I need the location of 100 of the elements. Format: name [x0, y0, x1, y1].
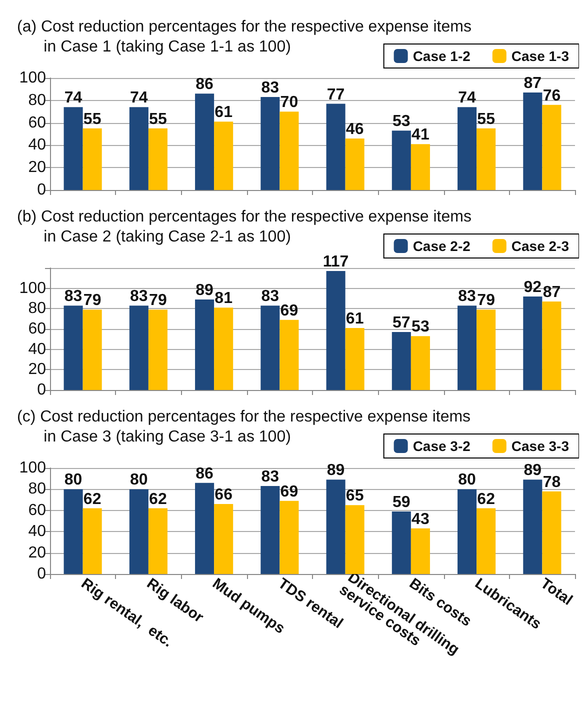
- bar: [542, 104, 562, 190]
- bar: [345, 328, 364, 390]
- bar: [392, 332, 411, 390]
- bar: [64, 306, 83, 390]
- bar: [326, 271, 346, 390]
- data-label: 66: [214, 486, 233, 504]
- bar: [523, 92, 542, 190]
- legend-label: Case 1-3: [511, 48, 570, 64]
- bar: [64, 107, 83, 190]
- data-label: 83: [130, 288, 148, 306]
- data-label: 55: [477, 110, 496, 128]
- y-tick-label: 20: [28, 544, 46, 562]
- bar: [345, 138, 364, 190]
- data-label: 70: [280, 94, 298, 112]
- data-label: 55: [83, 110, 102, 128]
- bar: [129, 306, 148, 390]
- data-label: 62: [83, 490, 102, 508]
- data-label: 83: [261, 288, 280, 306]
- data-label: 81: [214, 290, 233, 308]
- data-label: 62: [149, 490, 167, 508]
- bar: [280, 500, 299, 574]
- data-label: 61: [214, 104, 233, 122]
- bar: [476, 508, 496, 574]
- y-tick-label: 100: [19, 70, 46, 86]
- data-label: 86: [196, 465, 214, 482]
- y-tick-label: 40: [28, 136, 46, 154]
- data-label: 83: [64, 288, 82, 306]
- data-label: 92: [524, 278, 542, 296]
- data-label: 74: [130, 90, 148, 107]
- data-label: 53: [392, 113, 410, 130]
- bar: [458, 489, 477, 574]
- y-tick-label: 40: [28, 523, 46, 540]
- data-label: 43: [412, 510, 430, 528]
- data-label: 41: [412, 126, 430, 144]
- bar: [82, 128, 102, 190]
- data-label: 89: [524, 462, 542, 480]
- bar: [476, 128, 496, 190]
- bar: [260, 486, 280, 574]
- data-label: 117: [322, 254, 349, 271]
- data-label: 74: [64, 90, 82, 107]
- data-label: 87: [524, 75, 542, 92]
- data-label: 76: [542, 87, 561, 104]
- y-tick-label: 60: [28, 502, 46, 519]
- y-tick-label: 100: [19, 280, 46, 297]
- legend-label: Case 2-3: [511, 238, 570, 254]
- data-label: 80: [130, 472, 148, 489]
- data-label: 79: [149, 292, 167, 310]
- bar: [82, 310, 102, 390]
- data-label: 74: [458, 90, 476, 107]
- bar: [195, 94, 214, 190]
- data-label: 83: [458, 288, 476, 306]
- data-label: 69: [280, 483, 298, 500]
- data-label: 77: [326, 86, 345, 104]
- y-tick-label: 20: [28, 361, 46, 378]
- y-tick-label: 80: [28, 480, 46, 498]
- bar: [542, 302, 562, 390]
- data-label: 78: [542, 474, 561, 491]
- y-tick-label: 80: [28, 92, 46, 109]
- data-label: 55: [149, 110, 167, 128]
- bar: [195, 482, 214, 574]
- bar: [148, 310, 168, 390]
- data-label: 46: [346, 120, 364, 138]
- bar: [195, 300, 214, 390]
- bar: [148, 128, 168, 190]
- bar: [214, 308, 234, 390]
- bar: [260, 306, 280, 390]
- data-label: 62: [477, 490, 496, 508]
- bar: [392, 130, 411, 190]
- bar: [458, 306, 477, 390]
- y-tick-label: 100: [19, 460, 46, 476]
- y-tick-label: 60: [28, 114, 46, 132]
- data-label: 57: [392, 314, 410, 332]
- bar: [82, 508, 102, 574]
- bar: [523, 296, 542, 390]
- y-tick-label: 0: [37, 182, 46, 198]
- bar: [410, 528, 430, 574]
- data-label: 79: [83, 292, 102, 310]
- bar: [392, 511, 411, 574]
- y-tick-label: 40: [28, 340, 46, 358]
- bar: [280, 320, 299, 390]
- bar: [214, 122, 234, 190]
- bar: [326, 104, 346, 190]
- data-label: 83: [261, 80, 280, 97]
- bar: [523, 480, 542, 574]
- bar: [129, 489, 148, 574]
- bar: [410, 336, 430, 390]
- data-label: 53: [412, 318, 430, 336]
- y-tick-label: 0: [37, 566, 46, 582]
- bar: [410, 144, 430, 190]
- data-label: 86: [196, 76, 214, 94]
- data-label: 89: [196, 282, 214, 300]
- legend-label: Case 3-3: [511, 438, 570, 454]
- y-tick-label: 20: [28, 159, 46, 176]
- data-label: 69: [280, 302, 298, 320]
- bar: [148, 508, 168, 574]
- bar: [345, 505, 364, 574]
- bar: [129, 107, 148, 190]
- data-label: 89: [326, 462, 345, 480]
- bar: [458, 107, 477, 190]
- bar: [326, 480, 346, 574]
